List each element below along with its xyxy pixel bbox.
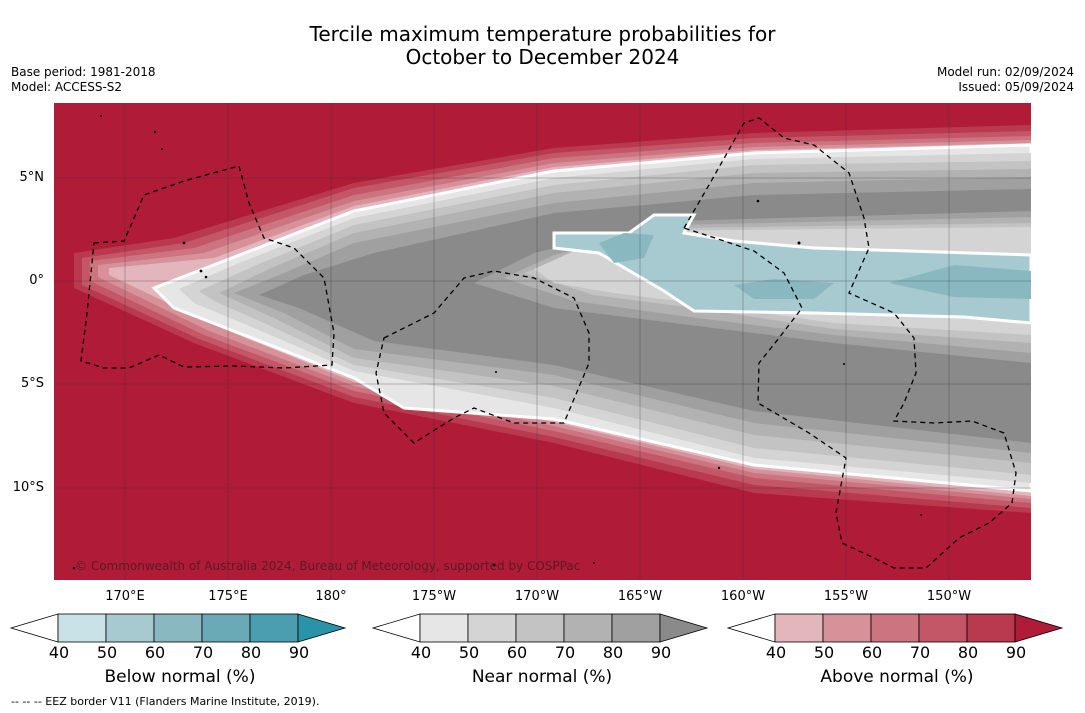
below-colorbar-cell bbox=[249, 613, 299, 643]
issued-date: Issued: 05/09/2024 bbox=[958, 80, 1074, 94]
lat-label-10s: 10°S bbox=[12, 480, 44, 495]
lat-label-5s: 5°S bbox=[20, 376, 44, 391]
below-tick-40: 40 bbox=[48, 643, 70, 662]
colorbar-below-normal bbox=[10, 613, 347, 643]
below-normal-60-patch-2 bbox=[734, 279, 834, 299]
near-tick-70: 70 bbox=[554, 643, 576, 662]
below-tick-60: 60 bbox=[144, 643, 166, 662]
lon-label-155w: 155°W bbox=[823, 589, 869, 604]
near-tick-40: 40 bbox=[410, 643, 432, 662]
near-colorbar-cell bbox=[611, 613, 661, 643]
below-colorbar-max-arrow bbox=[297, 613, 347, 643]
islands bbox=[72, 115, 922, 570]
below-normal-60-patch-3 bbox=[889, 265, 1031, 299]
below-tick-50: 50 bbox=[96, 643, 118, 662]
near-normal-title: Near normal (%) bbox=[471, 667, 613, 687]
lat-label-0: 0° bbox=[29, 273, 44, 288]
eez-footnote: -- -- -- EEZ border V11 (Flanders Marine… bbox=[11, 695, 320, 708]
lon-label-165w: 165°W bbox=[617, 589, 663, 604]
near-colorbar-cell bbox=[419, 613, 469, 643]
near-colorbar-cell bbox=[563, 613, 613, 643]
below-colorbar-cell bbox=[57, 613, 107, 643]
model-run: Model run: 02/09/2024 bbox=[936, 65, 1074, 79]
above-tick-80: 80 bbox=[957, 643, 979, 662]
near-tick-90: 90 bbox=[650, 643, 672, 662]
above-tick-70: 70 bbox=[909, 643, 931, 662]
below-colorbar-cell bbox=[201, 613, 251, 643]
lon-label-160w: 160°W bbox=[720, 589, 766, 604]
below-colorbar-cell bbox=[153, 613, 203, 643]
lon-label-175w: 175°W bbox=[411, 589, 457, 604]
above-normal-title: Above normal (%) bbox=[820, 667, 974, 687]
lon-label-150w: 150°W bbox=[926, 589, 972, 604]
near-tick-50: 50 bbox=[458, 643, 480, 662]
lon-label-170w: 170°W bbox=[514, 589, 560, 604]
model-name: Model: ACCESS-S2 bbox=[11, 80, 123, 94]
near-colorbar-max-arrow bbox=[659, 613, 709, 643]
lon-label-175e: 175°E bbox=[208, 589, 248, 604]
near-colorbar-cell bbox=[515, 613, 565, 643]
below-tick-80: 80 bbox=[240, 643, 262, 662]
near-colorbar-min-arrow bbox=[372, 613, 421, 643]
below-colorbar-min-arrow bbox=[10, 613, 59, 643]
above-colorbar-max-arrow bbox=[1014, 613, 1064, 643]
above-tick-50: 50 bbox=[813, 643, 835, 662]
below-tick-70: 70 bbox=[192, 643, 214, 662]
lon-label-170e: 170°E bbox=[105, 589, 145, 604]
copyright-notice: © Commonwealth of Australia 2024, Bureau… bbox=[75, 559, 581, 573]
below-colorbar-cell bbox=[105, 613, 155, 643]
colorbar-above-cells bbox=[727, 613, 1064, 643]
above-tick-90: 90 bbox=[1005, 643, 1027, 662]
colorbar-above-normal bbox=[727, 613, 1064, 643]
map-title-line2: October to December 2024 bbox=[405, 45, 680, 69]
base-period: Base period: 1981-2018 bbox=[11, 65, 156, 79]
meta-right: Model run: 02/09/2024 Issued: 05/09/2024 bbox=[937, 65, 1074, 95]
near-tick-60: 60 bbox=[506, 643, 528, 662]
below-tick-90: 90 bbox=[288, 643, 310, 662]
below-normal-50-region bbox=[552, 213, 1031, 325]
colorbar-below-cells bbox=[10, 613, 347, 643]
map-gridlines bbox=[54, 103, 1031, 580]
probability-map[interactable] bbox=[54, 103, 1031, 580]
above-colorbar-min-arrow bbox=[727, 613, 776, 643]
near-colorbar-cell bbox=[467, 613, 517, 643]
above-colorbar-cell bbox=[822, 613, 872, 643]
above-tick-40: 40 bbox=[765, 643, 787, 662]
meta-left: Base period: 1981-2018 Model: ACCESS-S2 bbox=[11, 65, 156, 95]
above-colorbar-cell bbox=[918, 613, 968, 643]
colorbar-near-cells bbox=[372, 613, 709, 643]
above-tick-60: 60 bbox=[861, 643, 883, 662]
near-tick-80: 80 bbox=[602, 643, 624, 662]
above-colorbar-cell bbox=[870, 613, 920, 643]
eez-borders bbox=[80, 117, 1017, 569]
lon-label-180: 180° bbox=[315, 589, 347, 604]
above-colorbar-cell bbox=[774, 613, 824, 643]
lat-label-5n: 5°N bbox=[19, 170, 45, 185]
map-title-line1: Tercile maximum temperature probabilitie… bbox=[309, 22, 776, 46]
above-colorbar-cell bbox=[966, 613, 1016, 643]
below-normal-title: Below normal (%) bbox=[104, 667, 256, 687]
colorbar-near-normal bbox=[372, 613, 709, 643]
